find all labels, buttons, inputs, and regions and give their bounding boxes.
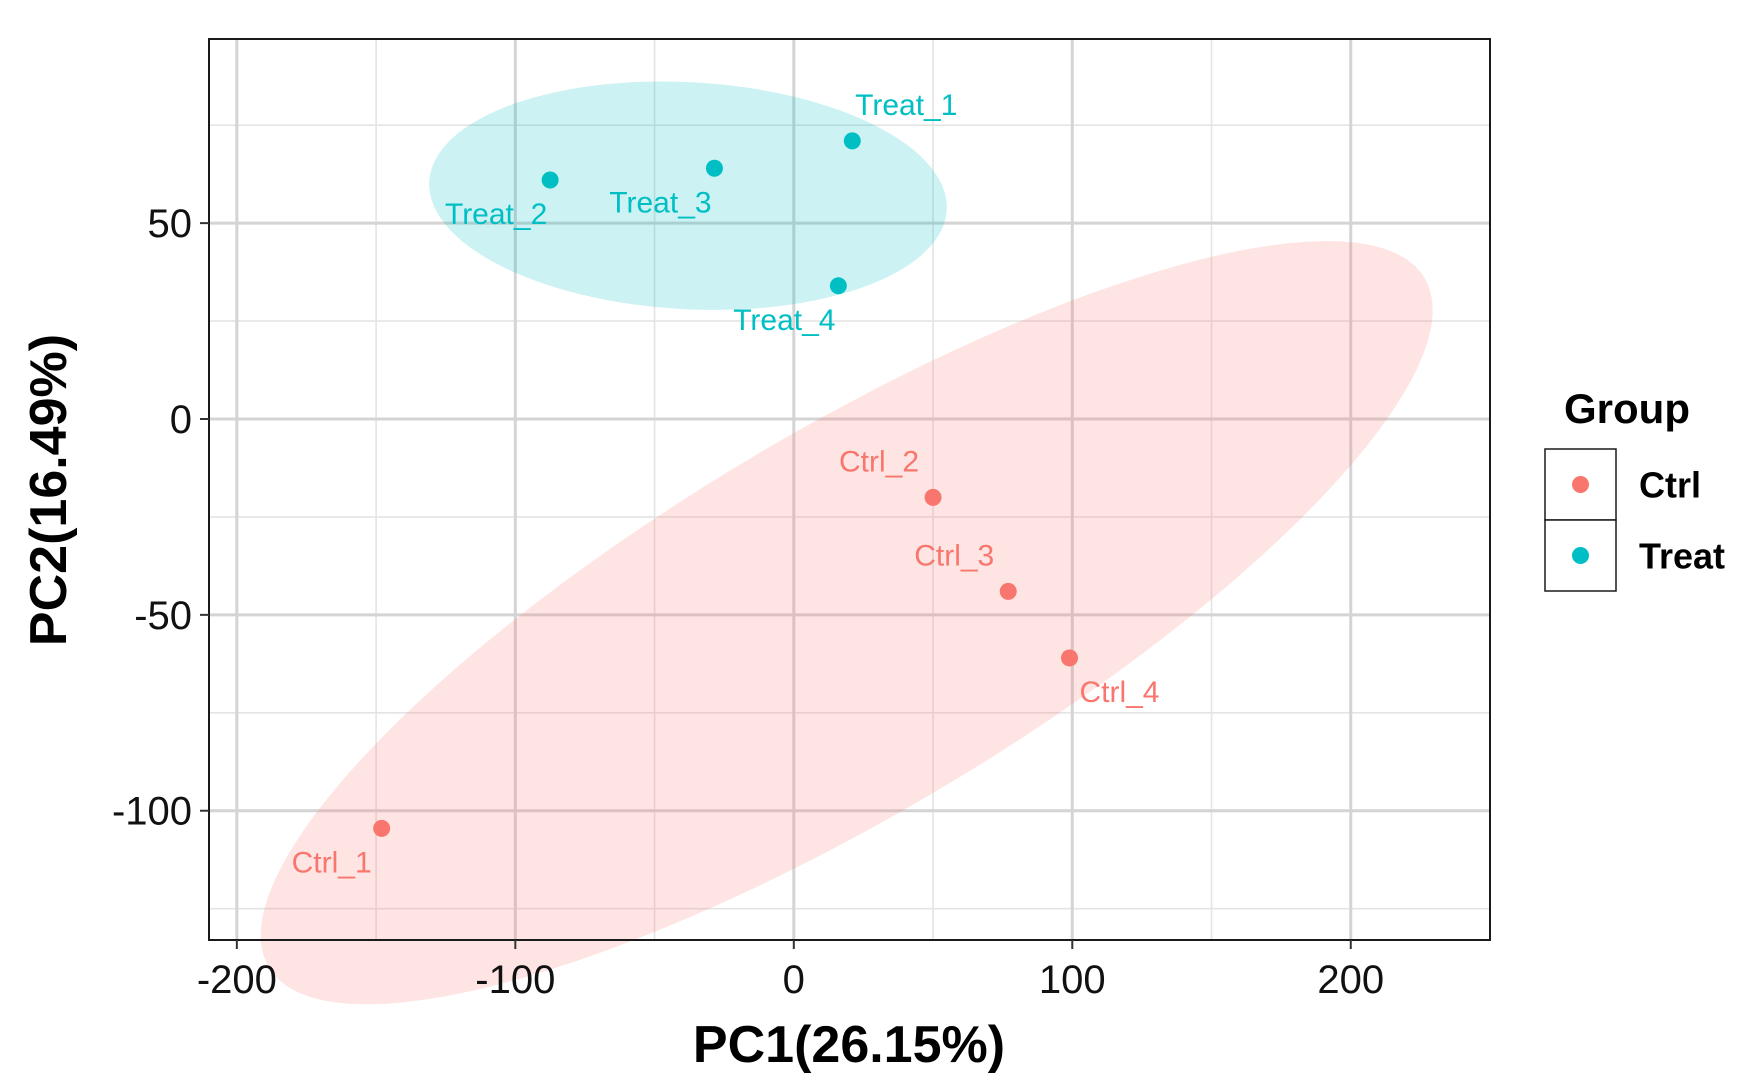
point-ctrl-2 bbox=[924, 488, 942, 506]
y-tick-label: -100 bbox=[112, 790, 192, 834]
point-label-ctrl-4: Ctrl_4 bbox=[1079, 676, 1159, 709]
x-tick-label: -100 bbox=[475, 958, 555, 1002]
ellipse-treat bbox=[429, 81, 947, 310]
panel-border bbox=[208, 38, 1491, 941]
panel-background bbox=[209, 39, 1490, 940]
major-gridlines bbox=[209, 39, 1490, 940]
point-labels: Ctrl_1 Ctrl_2 Ctrl_3 Ctrl_4 Treat_1 Treat_2 Tr… bbox=[292, 89, 1160, 880]
legend-marker-treat bbox=[1572, 547, 1589, 564]
point-label-treat-1: Treat_1 bbox=[855, 89, 957, 122]
y-tick-label: -50 bbox=[134, 594, 192, 638]
x-tick-label: 0 bbox=[783, 958, 805, 1002]
point-treat-4 bbox=[829, 277, 847, 295]
point-label-treat-3: Treat_3 bbox=[609, 186, 711, 219]
point-label-ctrl-1: Ctrl_1 bbox=[292, 846, 372, 879]
x-axis-title: PC1(26.15%) bbox=[693, 1016, 1005, 1074]
ellipse-ctrl bbox=[260, 241, 1433, 1005]
point-ctrl-3 bbox=[999, 582, 1017, 600]
point-ctrl-1 bbox=[373, 819, 391, 837]
x-tick-label: -200 bbox=[197, 958, 277, 1002]
legend-title: Group bbox=[1564, 385, 1690, 432]
data-points bbox=[373, 132, 1078, 837]
point-label-treat-4: Treat_4 bbox=[733, 304, 835, 337]
point-treat-3 bbox=[705, 159, 723, 177]
legend: Group Ctrl Treat bbox=[1544, 385, 1725, 592]
y-tick-label: 50 bbox=[148, 202, 193, 246]
point-treat-2 bbox=[541, 171, 559, 189]
point-label-ctrl-2: Ctrl_2 bbox=[839, 445, 919, 478]
point-label-treat-2: Treat_2 bbox=[445, 198, 547, 231]
x-tick-label: 200 bbox=[1317, 958, 1384, 1002]
y-tick-label: 0 bbox=[170, 398, 192, 442]
point-ctrl-4 bbox=[1060, 649, 1078, 667]
plot-panel: Ctrl_1 Ctrl_2 Ctrl_3 Ctrl_4 Treat_1 Treat_2 Tr… bbox=[208, 38, 1491, 1005]
x-tick-label: 100 bbox=[1039, 958, 1106, 1002]
y-axis-title: PC2(16.49%) bbox=[20, 334, 78, 646]
x-axis-ticks: -200 -100 0 100 200 bbox=[197, 940, 1384, 1002]
legend-label-ctrl: Ctrl bbox=[1639, 465, 1701, 506]
legend-entries: Ctrl Treat bbox=[1544, 448, 1725, 592]
legend-marker-ctrl bbox=[1572, 476, 1589, 493]
legend-label-treat: Treat bbox=[1639, 536, 1725, 577]
point-label-ctrl-3: Ctrl_3 bbox=[914, 539, 994, 572]
confidence-ellipses bbox=[260, 81, 1433, 1005]
y-axis-ticks: -100 -50 0 50 bbox=[112, 202, 209, 834]
point-treat-1 bbox=[843, 132, 861, 150]
